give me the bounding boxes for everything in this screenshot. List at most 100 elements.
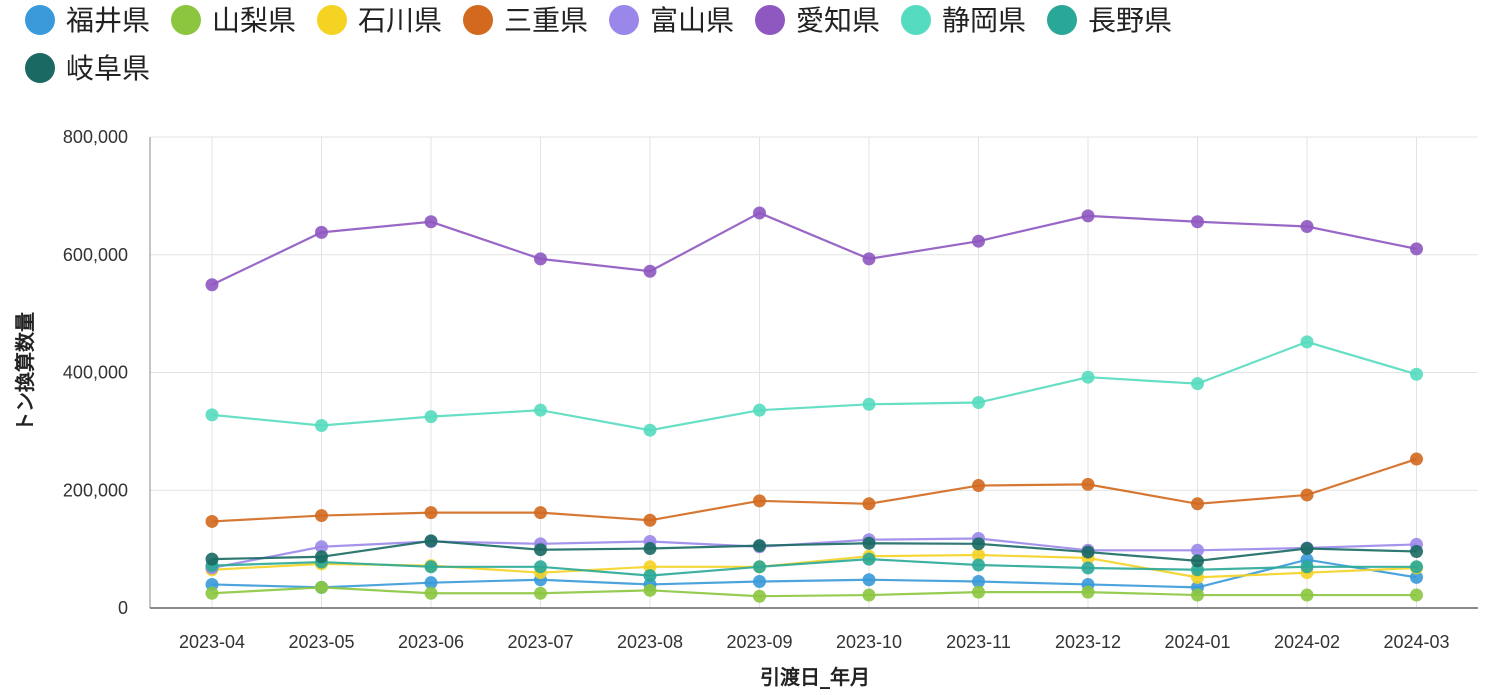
data-point xyxy=(643,423,657,437)
legend-swatch xyxy=(609,5,639,35)
legend-item-愛知県: 愛知県 xyxy=(755,4,880,37)
data-point xyxy=(534,560,547,574)
x-tick-label: 2024-01 xyxy=(1164,632,1230,652)
data-point xyxy=(643,513,657,527)
x-tick-label: 2023-07 xyxy=(507,632,573,652)
y-tick-label: 200,000 xyxy=(63,480,128,500)
data-point xyxy=(972,479,985,493)
series-line xyxy=(211,558,1417,577)
legend-label: 静岡県 xyxy=(942,4,1026,37)
data-point xyxy=(315,225,328,239)
data-point xyxy=(972,396,985,410)
data-point xyxy=(972,575,985,589)
x-axis-title: 引渡日_年月 xyxy=(760,665,870,689)
legend-label: 岐阜県 xyxy=(66,52,150,85)
legend-swatch xyxy=(25,5,55,35)
data-point xyxy=(1081,561,1095,575)
chart-axes xyxy=(149,137,1478,609)
y-tick-label: 400,000 xyxy=(63,363,128,383)
data-point xyxy=(753,560,766,574)
legend-item-長野県: 長野県 xyxy=(1047,4,1172,37)
data-point xyxy=(1081,585,1095,599)
x-axis-tick-labels: 2023-04 2023-05 2023-06 2023-07 2023-08 2023-… xyxy=(179,632,1450,652)
data-point xyxy=(534,506,547,520)
data-point xyxy=(205,408,219,422)
data-point xyxy=(1410,544,1423,558)
series-石川県 xyxy=(205,548,1423,584)
data-point xyxy=(643,264,657,278)
data-point xyxy=(753,575,766,589)
legend-swatch xyxy=(171,5,201,35)
y-tick-label: 0 xyxy=(118,598,128,618)
legend-label: 三重県 xyxy=(504,4,588,37)
legend-label: 富山県 xyxy=(650,4,734,37)
series-layer xyxy=(205,206,1423,603)
data-point xyxy=(753,494,766,508)
legend-item-岐阜県: 岐阜県 xyxy=(25,52,150,85)
series-福井県 xyxy=(205,553,1423,594)
x-tick-label: 2023-04 xyxy=(179,632,245,652)
y-axis-tick-labels: 0 200,000 400,000 600,000 800,000 xyxy=(63,127,128,618)
legend-label: 石川県 xyxy=(358,4,442,37)
data-point xyxy=(1191,497,1204,511)
x-tick-label: 2024-02 xyxy=(1274,632,1340,652)
data-point xyxy=(315,580,328,594)
legend-label: 福井県 xyxy=(66,4,150,37)
series-岐阜県 xyxy=(205,534,1423,568)
data-point xyxy=(753,539,766,553)
legend-item-静岡県: 静岡県 xyxy=(901,4,1026,37)
data-point xyxy=(862,497,876,511)
legend-label: 愛知県 xyxy=(796,4,880,37)
data-point xyxy=(1300,542,1314,556)
legend-swatch xyxy=(755,5,785,35)
data-point xyxy=(1410,367,1423,381)
legend-label: 山梨県 xyxy=(212,4,296,37)
data-point xyxy=(1081,477,1095,491)
series-line xyxy=(211,537,1417,570)
data-point xyxy=(1081,545,1095,559)
x-tick-label: 2024-03 xyxy=(1383,632,1449,652)
data-point xyxy=(643,583,657,597)
data-point xyxy=(424,410,438,424)
data-point xyxy=(862,552,876,566)
data-point xyxy=(1410,560,1423,574)
legend-item-三重県: 三重県 xyxy=(463,4,588,37)
data-point xyxy=(643,569,657,583)
x-tick-label: 2023-11 xyxy=(946,632,1011,652)
data-point xyxy=(534,543,547,557)
x-tick-label: 2023-08 xyxy=(617,632,683,652)
data-point xyxy=(753,206,766,220)
data-point xyxy=(205,552,219,566)
data-point xyxy=(1300,488,1314,502)
data-point xyxy=(1191,588,1204,602)
data-point xyxy=(1410,588,1423,602)
data-point xyxy=(424,534,438,548)
data-point xyxy=(1410,242,1423,256)
series-愛知県 xyxy=(205,206,1423,292)
data-point xyxy=(205,514,219,528)
data-point xyxy=(1081,370,1095,384)
x-tick-label: 2023-09 xyxy=(726,632,792,652)
data-point xyxy=(972,558,985,572)
data-point xyxy=(1191,543,1204,557)
legend-swatch xyxy=(1047,5,1077,35)
y-tick-label: 800,000 xyxy=(63,127,128,147)
legend-swatch xyxy=(901,5,931,35)
series-line xyxy=(211,211,1417,286)
data-point xyxy=(1191,377,1204,391)
legend-item-石川県: 石川県 xyxy=(317,4,442,37)
data-point xyxy=(1191,554,1204,568)
data-point xyxy=(862,573,876,587)
series-line xyxy=(211,539,1417,563)
data-point xyxy=(862,588,876,602)
legend-swatch xyxy=(25,53,55,83)
data-point xyxy=(534,252,547,266)
data-point xyxy=(972,234,985,248)
series-line xyxy=(211,586,1417,598)
data-point xyxy=(1300,560,1314,574)
data-point xyxy=(1081,209,1095,223)
series-line xyxy=(211,458,1417,523)
legend-item-福井県: 福井県 xyxy=(25,4,150,37)
y-tick-label: 600,000 xyxy=(63,245,128,265)
